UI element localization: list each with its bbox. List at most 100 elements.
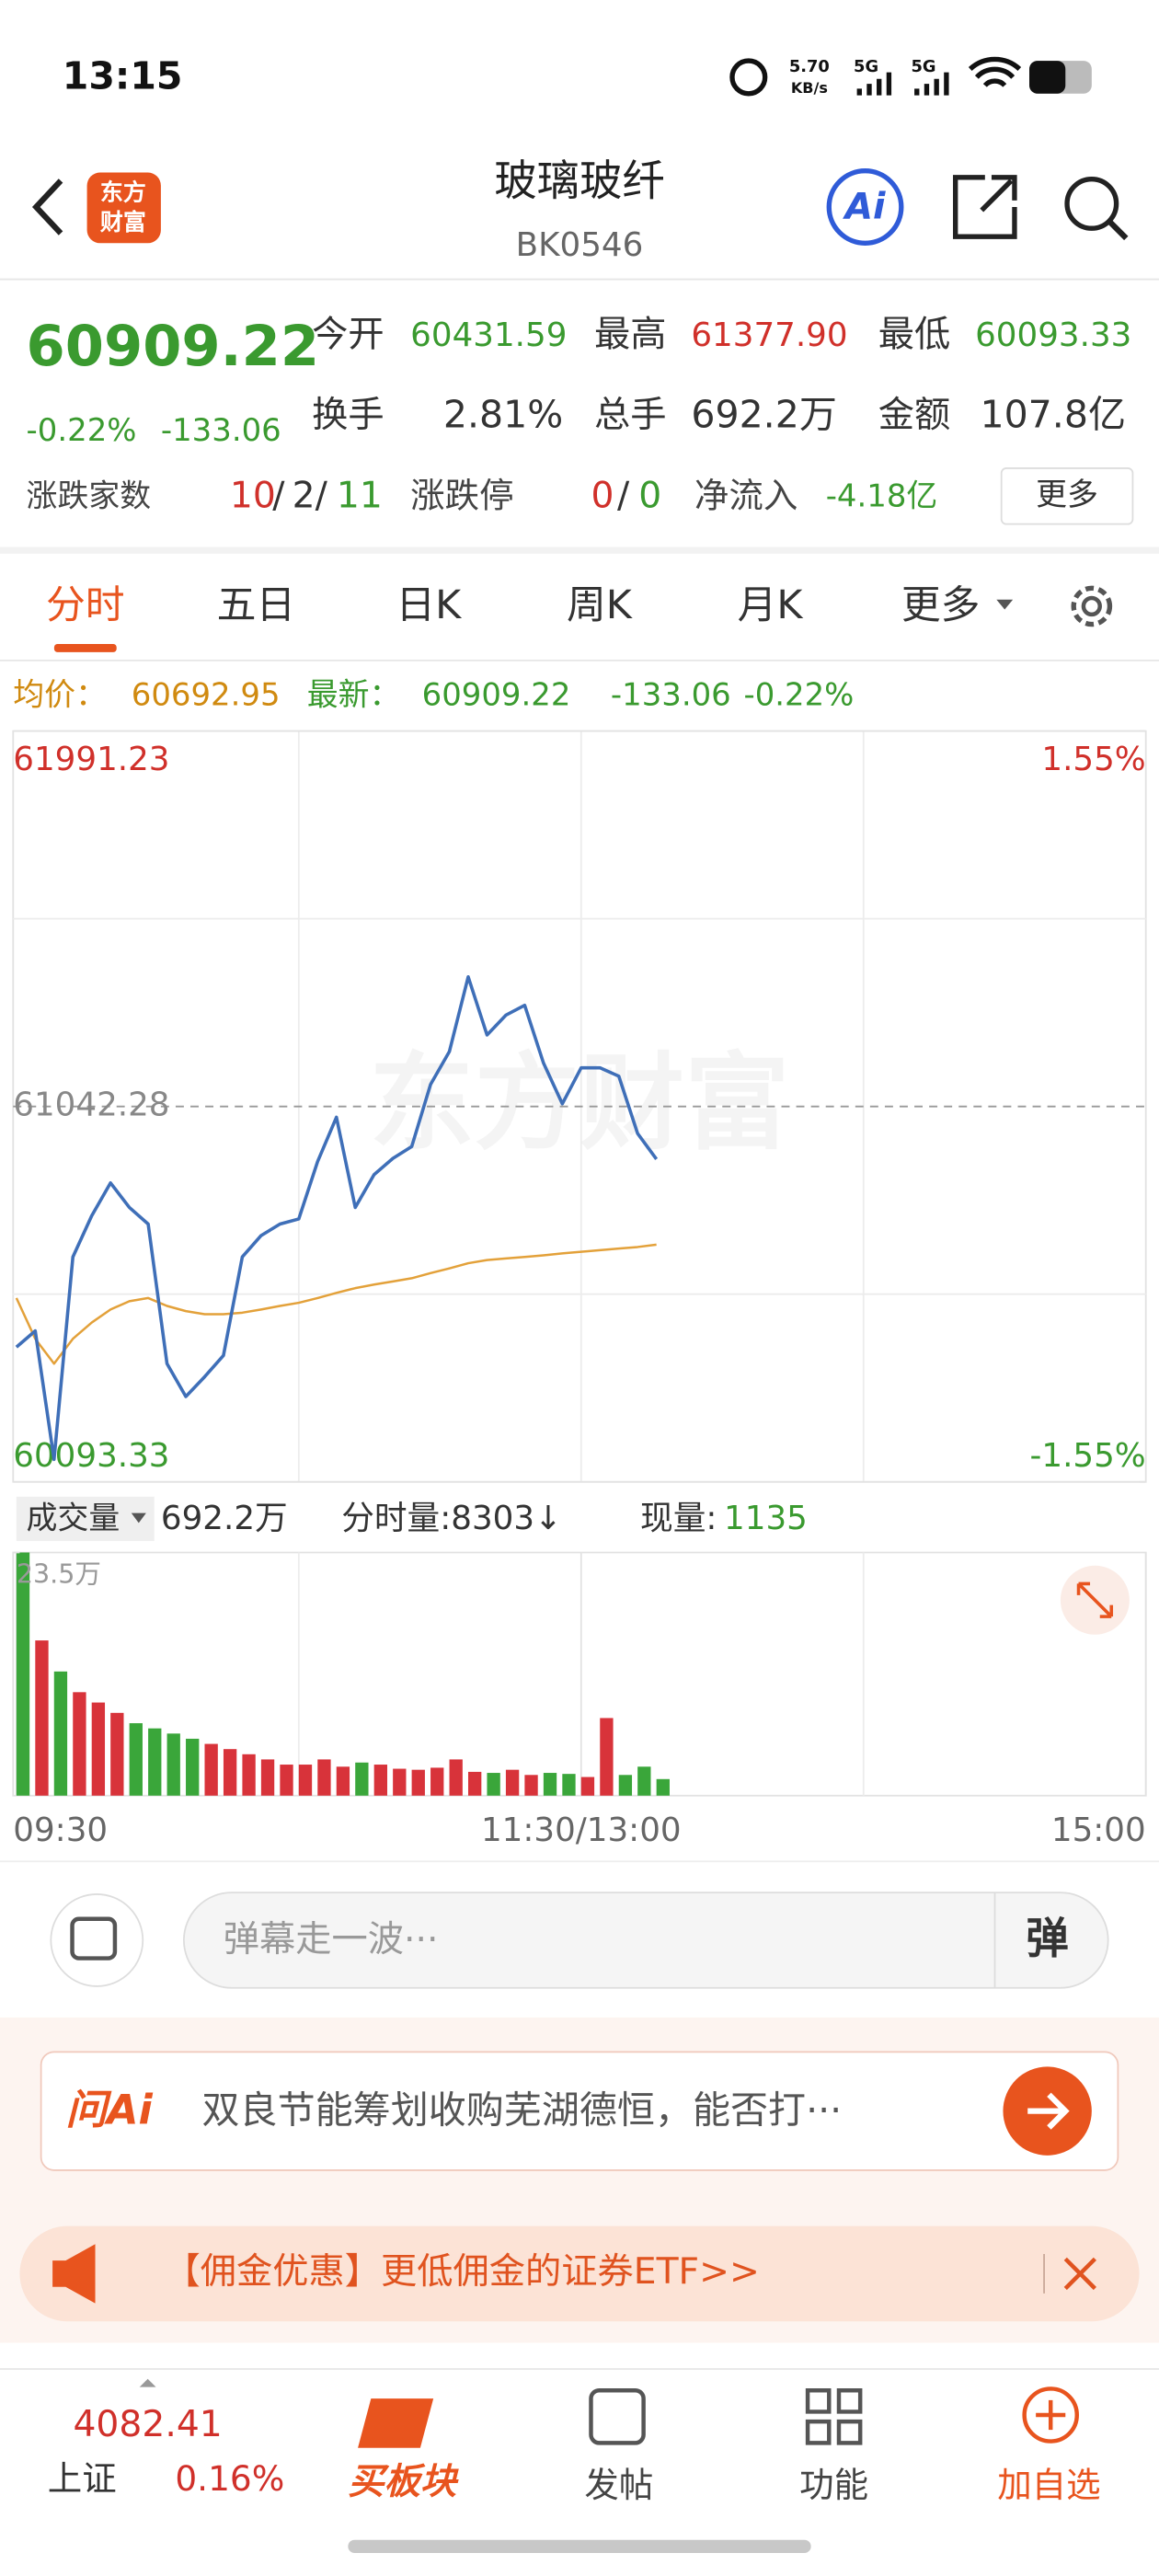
- volume-bar: [355, 1762, 369, 1796]
- volume-bar: [524, 1775, 538, 1796]
- more-button[interactable]: [1000, 467, 1134, 525]
- watermark: 东方财富: [370, 1041, 790, 1164]
- volume-bar: [148, 1728, 162, 1796]
- volume-bar: [411, 1769, 425, 1796]
- ai-bar[interactable]: [40, 2051, 1119, 2171]
- board-code: BK0546: [516, 226, 644, 264]
- home-indicator: [348, 2539, 811, 2553]
- volume-total: 692.2万: [161, 1500, 288, 1537]
- volume-bar: [186, 1738, 200, 1796]
- back-button[interactable]: [31, 178, 63, 236]
- tab[interactable]: 五日: [217, 582, 296, 628]
- breadth-flat: 2: [293, 476, 316, 517]
- net-speed: 5.70: [789, 57, 830, 76]
- volume-bar: [393, 1768, 407, 1796]
- comment-placeholder: 弹幕走一波···: [224, 1919, 439, 1961]
- volume-bar: [449, 1759, 463, 1796]
- tab[interactable]: 分时: [46, 582, 125, 628]
- logo-text: 财富: [100, 209, 146, 236]
- amount: 107.8亿: [980, 393, 1126, 437]
- index-change: 0.16%: [175, 2458, 284, 2499]
- volume-bar: [242, 1754, 256, 1796]
- promo-banner[interactable]: [19, 2225, 1140, 2322]
- expand-icon: [1076, 1581, 1114, 1618]
- volume: 692.2万: [691, 393, 837, 437]
- collapse-arrow[interactable]: [139, 2378, 156, 2387]
- avg-label: 均价：: [13, 677, 107, 713]
- open: 60431.59: [410, 316, 567, 354]
- last-price: 60909.22: [27, 315, 320, 379]
- danmaku-toggle[interactable]: 弹: [1026, 1914, 1068, 1963]
- tab[interactable]: 周K: [567, 582, 633, 628]
- add-icon[interactable]: [1022, 2386, 1079, 2444]
- close-button[interactable]: [1063, 2257, 1096, 2291]
- functions-icon[interactable]: [805, 2387, 863, 2445]
- nav-label: 功能: [799, 2465, 868, 2505]
- y2-tick-label: 1.55%: [1041, 741, 1145, 778]
- latest-change-pct: -0.22%: [743, 677, 854, 713]
- field-label: 今开: [312, 315, 384, 356]
- search-button[interactable]: [1064, 176, 1119, 231]
- signal-icon: [914, 72, 949, 96]
- volume-bar: [430, 1767, 444, 1796]
- danmaku-settings[interactable]: [50, 1893, 144, 1987]
- post-icon[interactable]: [589, 2387, 646, 2445]
- net-speed-unit: KB/s: [791, 79, 828, 97]
- battery-level: [1029, 61, 1066, 94]
- latest-label: 最新：: [307, 677, 401, 713]
- volume-bar: [16, 1552, 30, 1796]
- separator: /: [272, 476, 285, 517]
- y-tick-label: 60093.33: [13, 1437, 169, 1475]
- volume-chart: 09:30 11:30/13:00 15:00 23.5万: [13, 1551, 1147, 1849]
- separator: /: [316, 476, 328, 517]
- field-label: 净流入: [694, 476, 798, 516]
- comment-input[interactable]: [182, 1892, 1109, 1989]
- price-line: [15, 974, 659, 1462]
- breadth-down: 11: [337, 476, 383, 517]
- buy-icon[interactable]: [358, 2398, 434, 2448]
- average-line: [15, 1243, 657, 1365]
- logo[interactable]: [86, 172, 161, 244]
- separator: /: [617, 476, 630, 517]
- volume-bar: [543, 1773, 557, 1796]
- avg-value: 60692.95: [132, 677, 281, 713]
- danmaku-icon: [70, 1916, 118, 1961]
- volume-bar: [53, 1671, 68, 1796]
- volume-bar: [373, 1765, 387, 1796]
- ai-button[interactable]: [826, 168, 904, 246]
- settings-button[interactable]: [1071, 585, 1113, 627]
- field-label: 换手: [312, 395, 384, 436]
- ai-brand: 问Ai: [65, 2086, 153, 2133]
- volume-bar: [467, 1771, 482, 1796]
- volume-bar: [35, 1640, 49, 1796]
- arrow-icon: [1027, 2092, 1070, 2130]
- share-button[interactable]: [953, 175, 1017, 239]
- volume-bar: [580, 1777, 595, 1796]
- volume-bar: [129, 1723, 143, 1796]
- signal-icon: [856, 72, 892, 96]
- nav-label: 发帖: [584, 2465, 653, 2505]
- net-inflow: -4.18亿: [826, 478, 938, 514]
- dropdown-arrow: [996, 599, 1014, 610]
- volume-bar: [637, 1766, 651, 1796]
- index-value: 4082.41: [73, 2404, 222, 2445]
- alarm-icon: [729, 58, 768, 97]
- volume-selector[interactable]: [16, 1496, 155, 1541]
- breadth-up: 10: [230, 476, 276, 517]
- tab[interactable]: 日K: [396, 582, 462, 628]
- wifi-icon: [968, 56, 1022, 87]
- volume-bar: [91, 1702, 106, 1796]
- latest-value: 60909.22: [422, 677, 571, 713]
- current-label: 现量:: [640, 1500, 717, 1537]
- settings-icon: [1081, 595, 1102, 617]
- limit-down: 0: [638, 476, 661, 517]
- tab[interactable]: 更多: [901, 582, 981, 628]
- nav-label: 买板块: [348, 2461, 458, 2502]
- field-label: 涨跌家数: [27, 478, 152, 514]
- volume-bar: [562, 1774, 576, 1796]
- tab[interactable]: 月K: [738, 582, 804, 628]
- megaphone-icon: [52, 2244, 96, 2304]
- y-tick-label: 61991.23: [13, 741, 169, 778]
- field-label: 总手: [594, 395, 667, 436]
